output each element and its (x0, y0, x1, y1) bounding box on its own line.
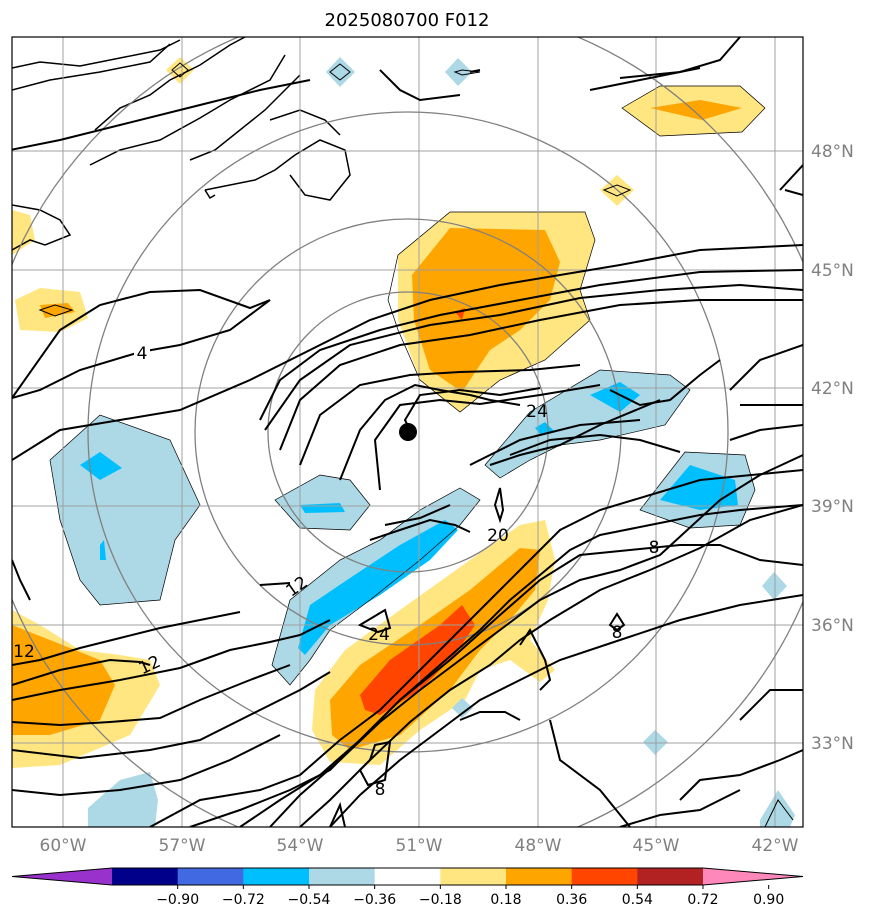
height-contours (12, 37, 803, 827)
colorbar-label: −0.18 (419, 892, 462, 908)
cyclone-center-marker (399, 423, 417, 441)
contour-label: 12 (13, 642, 35, 662)
colorbar-swatch (309, 868, 376, 885)
lon-label: 45°W (633, 836, 680, 856)
colorbar-label: 0.54 (622, 892, 653, 908)
colorbar: −0.90 −0.72 −0.54 −0.36 −0.18 0.18 0.36 0.54 0.7… (11, 867, 804, 908)
colorbar-extend-min (12, 868, 112, 885)
colorbar-swatch (243, 868, 310, 885)
colorbar-label: 0.18 (490, 892, 521, 908)
contour-label: 8 (612, 623, 623, 643)
colorbar-swatch (112, 868, 179, 885)
lat-label: 45°N (811, 261, 854, 281)
lat-label: 42°N (811, 379, 854, 399)
lon-label: 54°W (277, 836, 324, 856)
colorbar-swatch (506, 868, 573, 885)
lat-label: 48°N (811, 142, 854, 162)
colorbar-label: 0.90 (753, 892, 784, 908)
colorbar-swatch (571, 868, 638, 885)
positive-anomaly-shading (12, 57, 765, 768)
colorbar-label: −0.54 (288, 892, 331, 908)
lon-label: 51°W (396, 836, 443, 856)
graticule (12, 37, 803, 827)
colorbar-label: −0.36 (353, 892, 396, 908)
colorbar-label: −0.90 (156, 892, 199, 908)
colorbar-label: −0.72 (222, 892, 265, 908)
contour-label: 8 (375, 780, 386, 800)
colorbar-extend-max (703, 868, 803, 885)
contour-label: 8 (649, 538, 660, 558)
contour-label: 4 (137, 344, 148, 364)
lat-label: 36°N (811, 616, 854, 636)
contour-label: 24 (368, 625, 390, 645)
map-title: 2025080700 F012 (325, 10, 490, 31)
lon-label: 42°W (752, 836, 799, 856)
shading-outlines (49, 85, 766, 686)
colorbar-label: 0.36 (556, 892, 587, 908)
lon-label: 60°W (40, 836, 87, 856)
colorbar-label: 0.72 (687, 892, 718, 908)
lat-label: 39°N (811, 497, 854, 517)
colorbar-swatch (637, 868, 704, 885)
lon-label: 48°W (515, 836, 562, 856)
small-contour-features (38, 62, 794, 827)
coastline (12, 37, 351, 251)
map-frame (11, 36, 804, 828)
lat-label: 33°N (811, 734, 854, 754)
map-area (12, 37, 803, 827)
latitude-labels: 48°N 45°N 42°N 39°N 36°N 33°N (811, 142, 854, 754)
longitude-labels: 60°W 57°W 54°W 51°W 48°W 45°W 42°W (40, 836, 799, 856)
colorbar-swatch (440, 868, 507, 885)
colorbar-outline (11, 867, 804, 886)
lon-label: 57°W (159, 836, 206, 856)
contour-label: 24 (526, 402, 548, 422)
contour-label: 20 (487, 526, 509, 546)
colorbar-swatch (177, 868, 244, 885)
colorbar-swatch (374, 868, 441, 885)
